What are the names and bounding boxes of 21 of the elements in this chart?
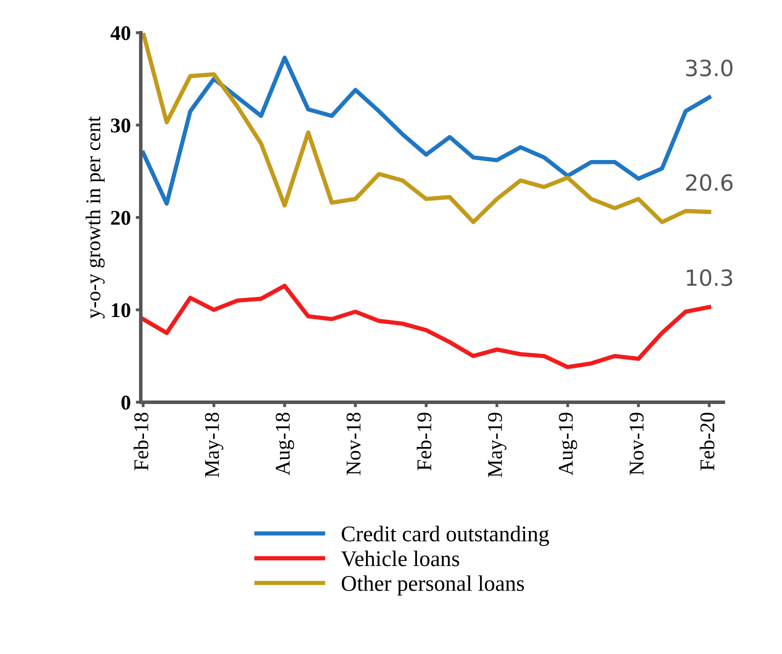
x-tick-label: Feb-18	[134, 412, 148, 470]
y-tick-label: 20	[111, 210, 130, 225]
x-tick-label: Aug-18	[276, 412, 294, 476]
y-tick-label: 30	[110, 118, 130, 133]
x-tick-label: Feb-19	[416, 412, 432, 470]
x-tick-label: Aug-19	[558, 412, 578, 476]
legend-label: Credit card outstanding	[342, 526, 550, 546]
x-tick-label: May-19	[488, 412, 506, 478]
y-axis-title: y-o-y growth in per cent	[86, 116, 105, 318]
y-tick-label: 10	[112, 303, 130, 318]
annotation: 33.0	[686, 60, 732, 76]
x-tick-label: Feb-20	[700, 412, 714, 470]
y-tick-label: 40	[110, 26, 130, 40]
x-tick-label: May-18	[204, 412, 224, 478]
y-tick-label: 0	[121, 396, 130, 410]
x-tick-label: Nov-19	[630, 412, 644, 475]
annotation: 20.6	[686, 174, 733, 191]
x-tick-label: Nov-18	[346, 412, 361, 475]
annotation: 10.3	[686, 269, 732, 286]
legend-label: Vehicle loans	[341, 550, 460, 566]
legend-label: Other personal loans	[342, 575, 524, 596]
